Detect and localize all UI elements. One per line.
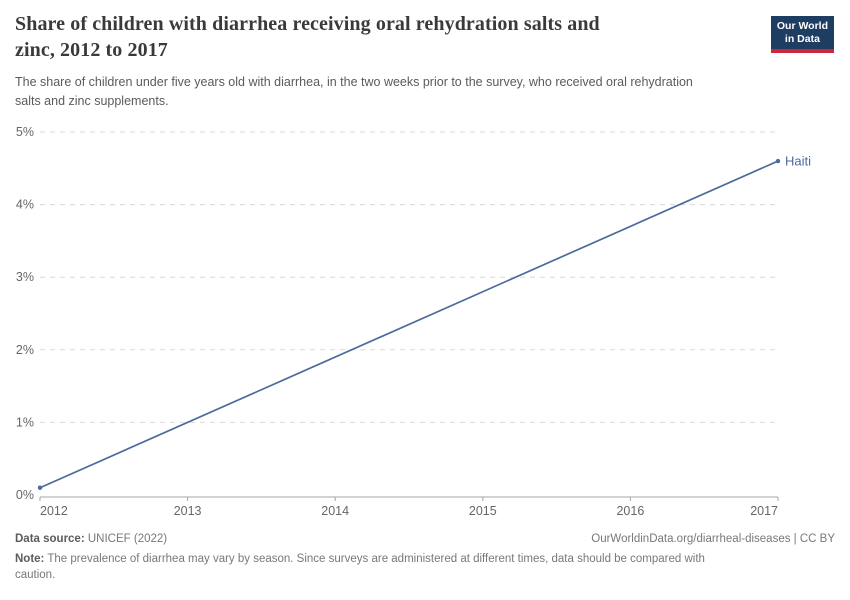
- note-label: Note:: [15, 553, 45, 565]
- series-label-haiti: Haiti: [785, 154, 811, 169]
- chart-note: Note: The prevalence of diarrhea may var…: [15, 551, 835, 583]
- data-source-label: Data source:: [15, 533, 85, 545]
- chart-title: Share of children with diarrhea receivin…: [15, 11, 755, 63]
- note-line1: The prevalence of diarrhea may vary by s…: [47, 553, 705, 565]
- x-axis-label-2012: 2012: [40, 504, 68, 518]
- x-axis-label-2014: 2014: [321, 504, 349, 518]
- chart-subtitle-line2: salts and zinc supplements.: [15, 94, 169, 108]
- data-point-haiti-2017: [775, 158, 781, 164]
- x-axis-label-2013: 2013: [174, 504, 202, 518]
- citation-link[interactable]: OurWorldinData.org/diarrheal-diseases | …: [591, 533, 835, 545]
- x-axis-label-2016: 2016: [616, 504, 644, 518]
- note-line2: caution.: [15, 569, 56, 581]
- chart-subtitle: The share of children under five years o…: [15, 73, 825, 111]
- y-axis-label-2: 2%: [16, 343, 34, 357]
- source-row: Data source: UNICEF (2022) OurWorldinDat…: [15, 531, 835, 547]
- data-source: Data source: UNICEF (2022): [15, 531, 167, 547]
- y-axis-label-5: 5%: [16, 125, 34, 139]
- chart-title-line1: Share of children with diarrhea receivin…: [15, 13, 600, 35]
- x-axis-label-2015: 2015: [469, 504, 497, 518]
- line-chart: 0% 1% 2% 3% 4% 5% 2012 2013 2014 2015 2016 2017 Hait…: [16, 125, 811, 518]
- owid-logo[interactable]: Our World in Data: [770, 16, 834, 53]
- data-point-haiti-2012: [37, 485, 43, 490]
- chart-subtitle-line1: The share of children under five years o…: [15, 75, 693, 89]
- y-axis-label-0: 0%: [16, 488, 34, 502]
- data-source-value: UNICEF (2022): [87, 533, 168, 545]
- chart-footer: Data source: UNICEF (2022) OurWorldinDat…: [15, 531, 835, 583]
- chart-title-line2: zinc, 2012 to 2017: [15, 39, 168, 61]
- y-axis-label-1: 1%: [16, 415, 34, 429]
- owid-logo-line2: in Data: [784, 33, 820, 45]
- y-axis-label-4: 4%: [16, 198, 34, 212]
- x-axis-label-2017: 2017: [750, 504, 778, 518]
- owid-logo-line1: Our World: [776, 20, 828, 32]
- y-axis-label-3: 3%: [16, 270, 34, 284]
- data-line-haiti: [39, 160, 779, 489]
